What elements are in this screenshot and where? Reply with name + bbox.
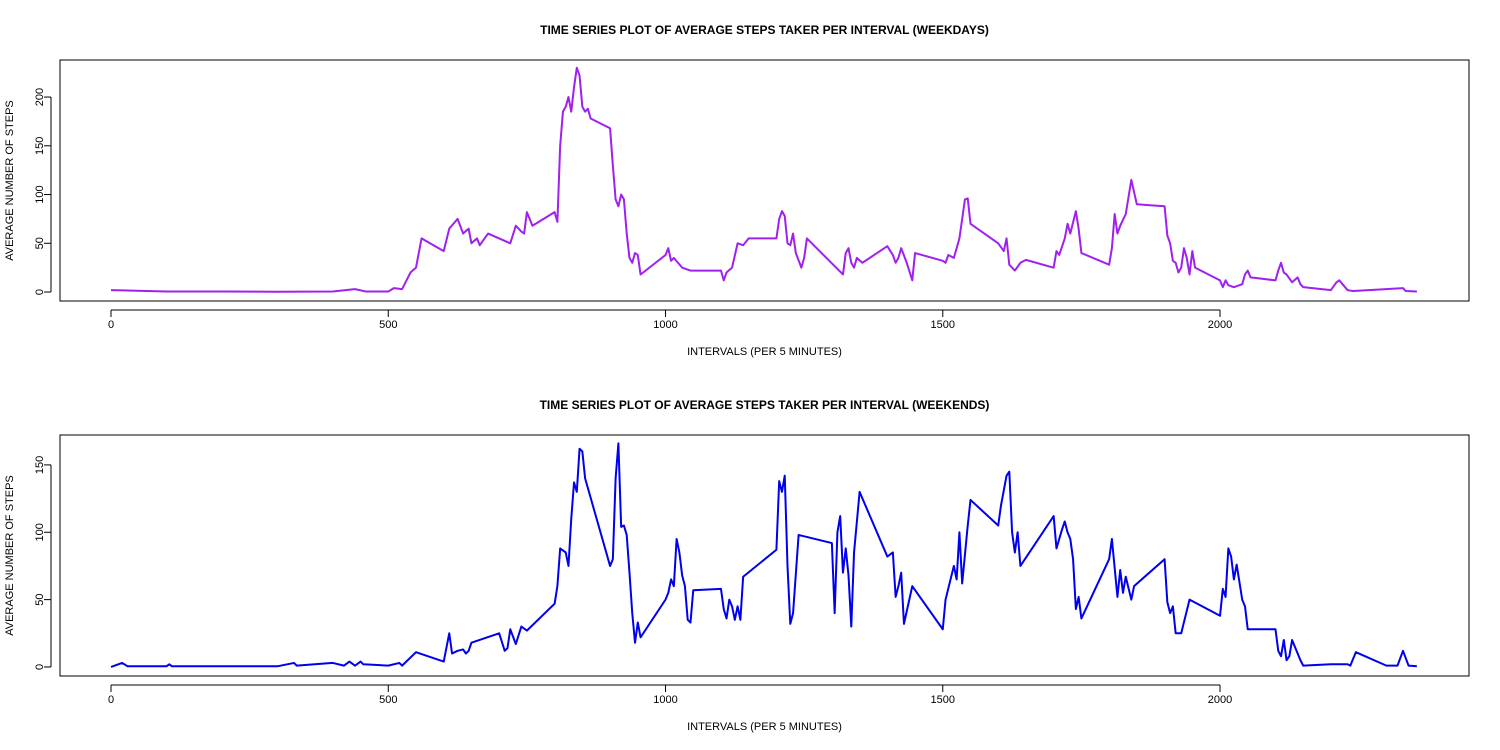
x-tick-label: 1500 <box>931 319 955 331</box>
x-tick-label: 2000 <box>1208 694 1232 706</box>
data-line <box>110 66 1417 293</box>
x-tick-label: 1000 <box>653 694 677 706</box>
y-tick-label: 100 <box>34 523 46 541</box>
y-axis-label: AVERAGE NUMBER OF STEPS <box>4 475 16 636</box>
x-tick-label: 1000 <box>653 319 677 331</box>
x-axis-label: INTERVALS (PER 5 MINUTES) <box>687 721 842 733</box>
chart-title: TIME SERIES PLOT OF AVERAGE STEPS TAKER … <box>540 398 990 412</box>
chart-title: TIME SERIES PLOT OF AVERAGE STEPS TAKER … <box>540 23 989 37</box>
x-tick-label: 0 <box>108 319 114 331</box>
x-tick-label: 500 <box>379 694 397 706</box>
data-line <box>110 442 1417 668</box>
y-tick-label: 150 <box>34 456 46 474</box>
y-tick-label: 50 <box>34 593 46 605</box>
x-tick-label: 0 <box>108 694 114 706</box>
y-tick-label: 100 <box>34 185 46 203</box>
y-tick-label: 50 <box>34 237 46 249</box>
y-tick-label: 150 <box>34 137 46 155</box>
plot-frame <box>59 59 1470 302</box>
x-tick-label: 500 <box>379 319 397 331</box>
x-tick-label: 1500 <box>931 694 955 706</box>
x-tick-label: 2000 <box>1208 319 1232 331</box>
plot-frame <box>59 434 1470 677</box>
y-axis-label: AVERAGE NUMBER OF STEPS <box>4 100 16 261</box>
y-tick-label: 200 <box>34 88 46 106</box>
y-tick-label: 0 <box>34 289 46 295</box>
y-tick-label: 0 <box>34 664 46 670</box>
x-axis-label: INTERVALS (PER 5 MINUTES) <box>687 346 842 358</box>
